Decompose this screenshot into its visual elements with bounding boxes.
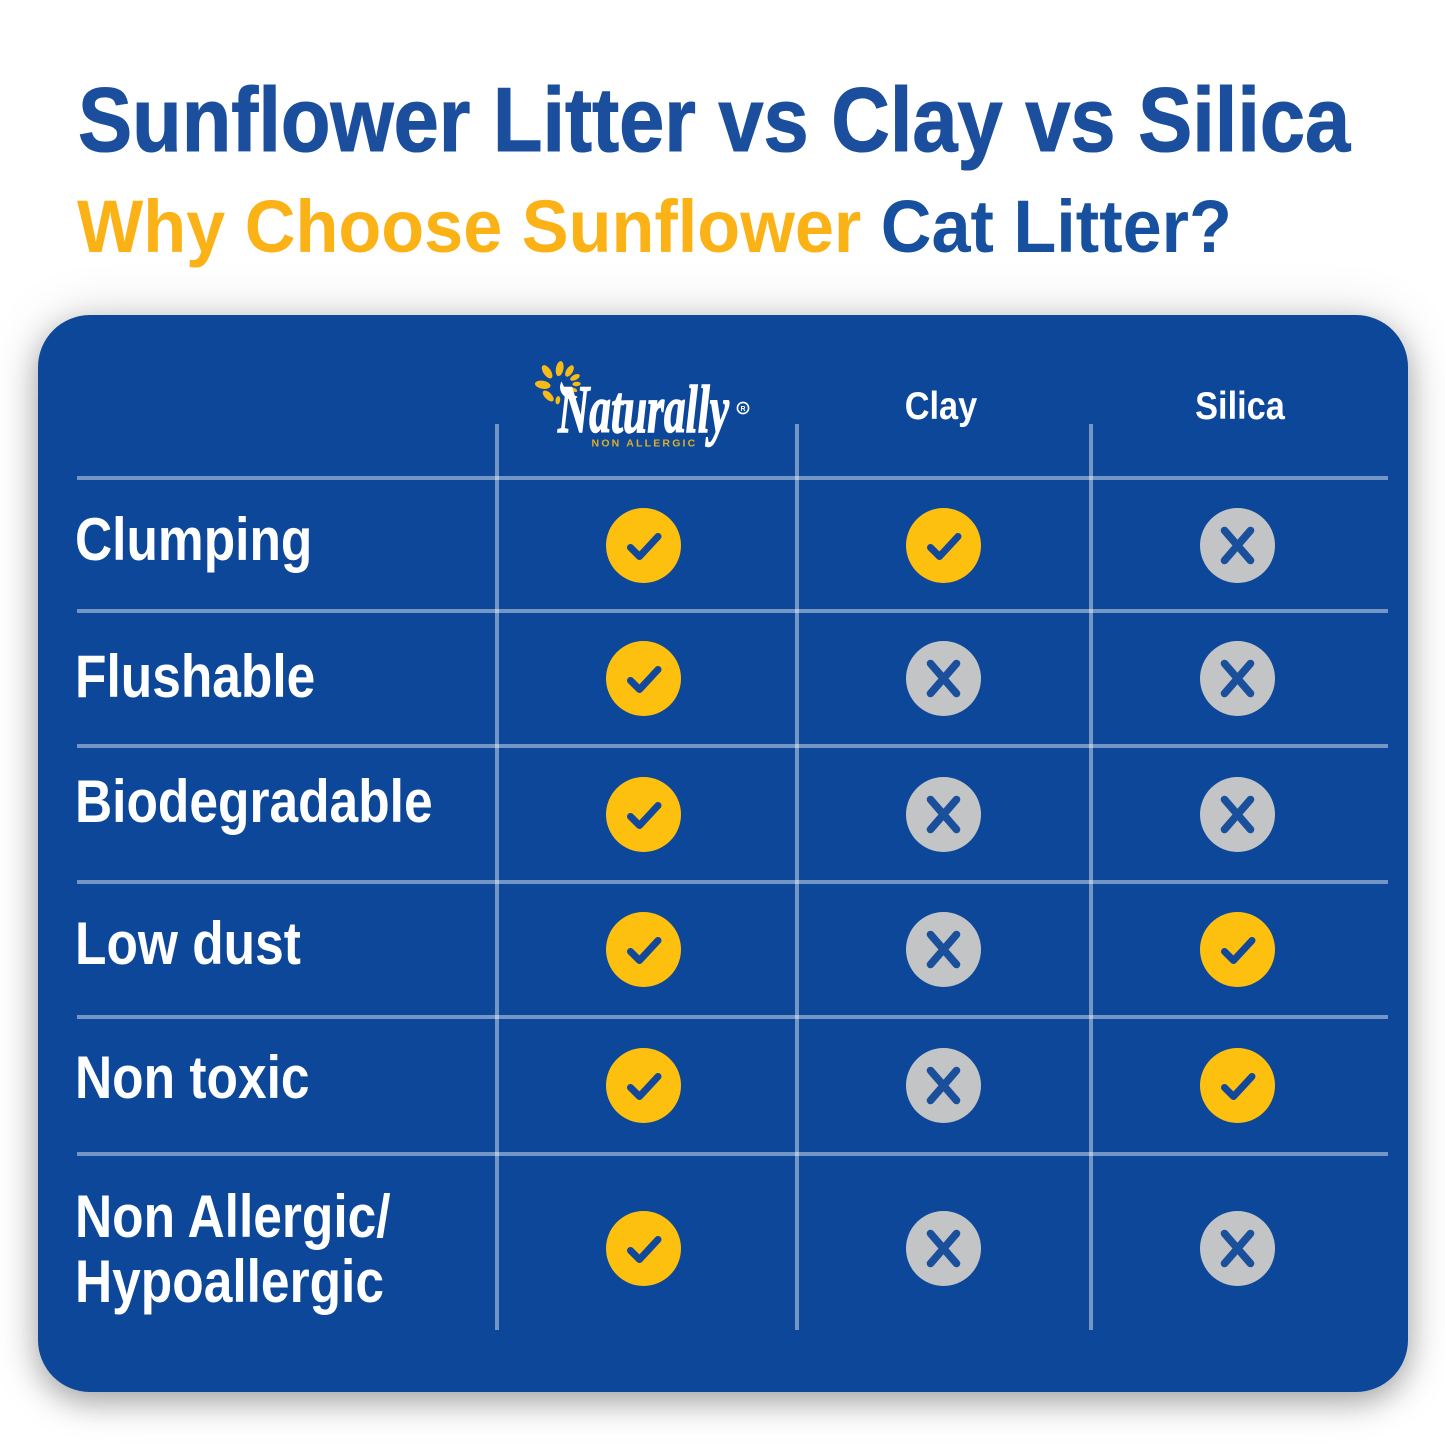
svg-text:Naturally: Naturally [557,371,729,447]
svg-text:R: R [740,406,745,413]
svg-text:NON ALLERGIC: NON ALLERGIC [592,438,698,450]
